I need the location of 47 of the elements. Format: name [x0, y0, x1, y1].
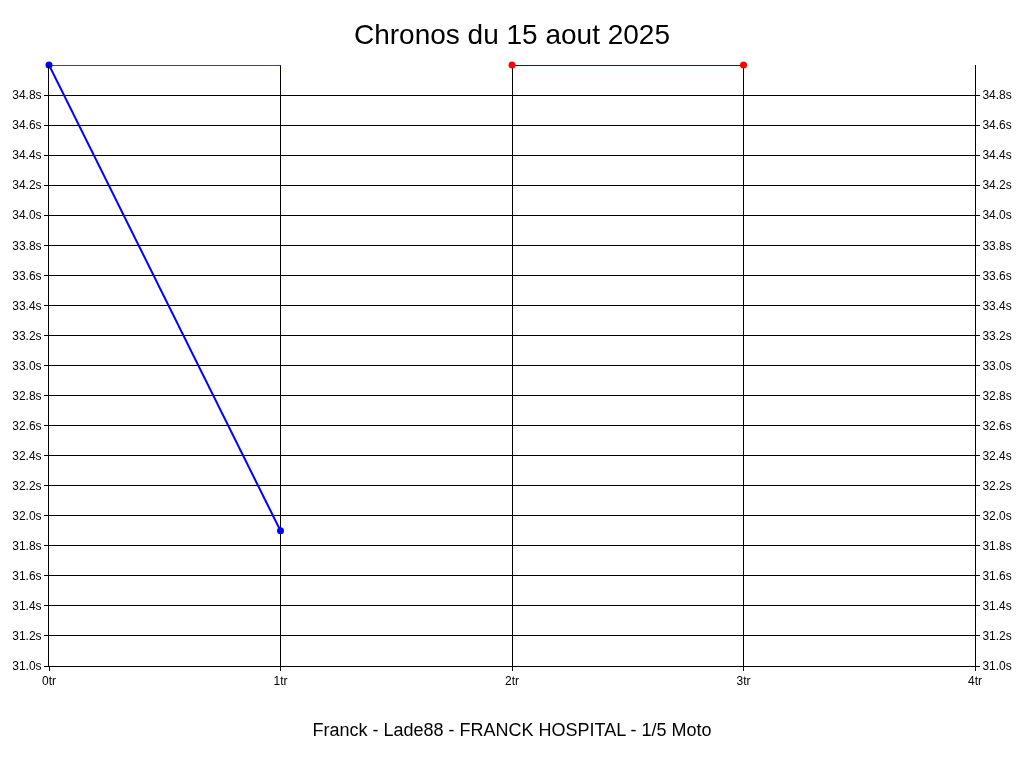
y2-tick-label: 32.0s	[982, 508, 1012, 523]
y2-tick-label: 33.2s	[982, 328, 1012, 343]
y-tick-label: 32.4s	[12, 448, 42, 463]
y-tick-label: 31.8s	[12, 539, 42, 553]
y2-tick-label: 32.6s	[982, 418, 1012, 433]
y-tick-label: 31.4s	[12, 599, 42, 614]
y-tick-label: 32.6s	[12, 418, 42, 433]
y2-tick-label: 31.2s	[982, 629, 1012, 644]
y-tick-label: 34.6s	[12, 118, 42, 133]
y-tick-label: 33.2s	[12, 328, 42, 343]
y2-tick-label: 34.2s	[982, 178, 1012, 193]
x-tick-label: 3tr	[736, 674, 751, 689]
x-tick-label: 0tr	[41, 674, 57, 689]
y-tick-label: 34.0s	[12, 208, 42, 223]
x-tick-label: 2tr	[504, 674, 520, 689]
y2-tick-label: 33.8s	[982, 238, 1012, 253]
y-tick-label: 33.8s	[12, 238, 42, 253]
y-tick-label: 33.0s	[12, 358, 42, 373]
y2-tick-label: 34.0s	[982, 208, 1012, 223]
y-tick-label: 31.6s	[12, 569, 42, 584]
y-tick-label: 33.4s	[12, 298, 42, 313]
y2-tick-label: 32.4s	[982, 448, 1012, 463]
y-tick-label: 34.8s	[12, 88, 42, 103]
y-tick-label: 31.2s	[12, 629, 42, 644]
y2-tick-label: 31.0s	[982, 659, 1012, 674]
chart-title: Chronos du 15 aout 2025	[353, 19, 671, 51]
y-tick-label: 32.2s	[12, 478, 42, 493]
x-axis-title: Franck - Lade88 - FRANCK HOSPITAL - 1/5 Moto	[312, 719, 712, 740]
y2-tick-label: 31.8s	[982, 539, 1012, 553]
y2-tick-label: 33.0s	[982, 358, 1012, 373]
y-tick-label: 33.6s	[12, 268, 42, 283]
x-tick-label: 4tr	[967, 674, 983, 689]
y2-tick-label: 34.4s	[982, 148, 1012, 163]
y2-tick-label: 34.6s	[982, 118, 1012, 133]
y-tick-label: 34.2s	[12, 178, 42, 193]
y2-tick-label: 34.8s	[982, 88, 1012, 103]
y2-tick-label: 32.8s	[982, 388, 1012, 403]
y2-tick-label: 31.6s	[982, 569, 1012, 584]
y-tick-label: 32.8s	[12, 388, 42, 403]
y2-tick-label: 33.4s	[982, 298, 1012, 313]
x-tick-label: 1tr	[273, 674, 288, 689]
y-tick-label: 31.0s	[12, 659, 42, 674]
y2-tick-label: 31.4s	[982, 599, 1012, 614]
y-tick-label: 34.4s	[12, 148, 42, 163]
y2-tick-label: 32.2s	[982, 478, 1012, 493]
y-tick-label: 32.0s	[12, 508, 42, 523]
y2-tick-label: 33.6s	[982, 268, 1012, 283]
